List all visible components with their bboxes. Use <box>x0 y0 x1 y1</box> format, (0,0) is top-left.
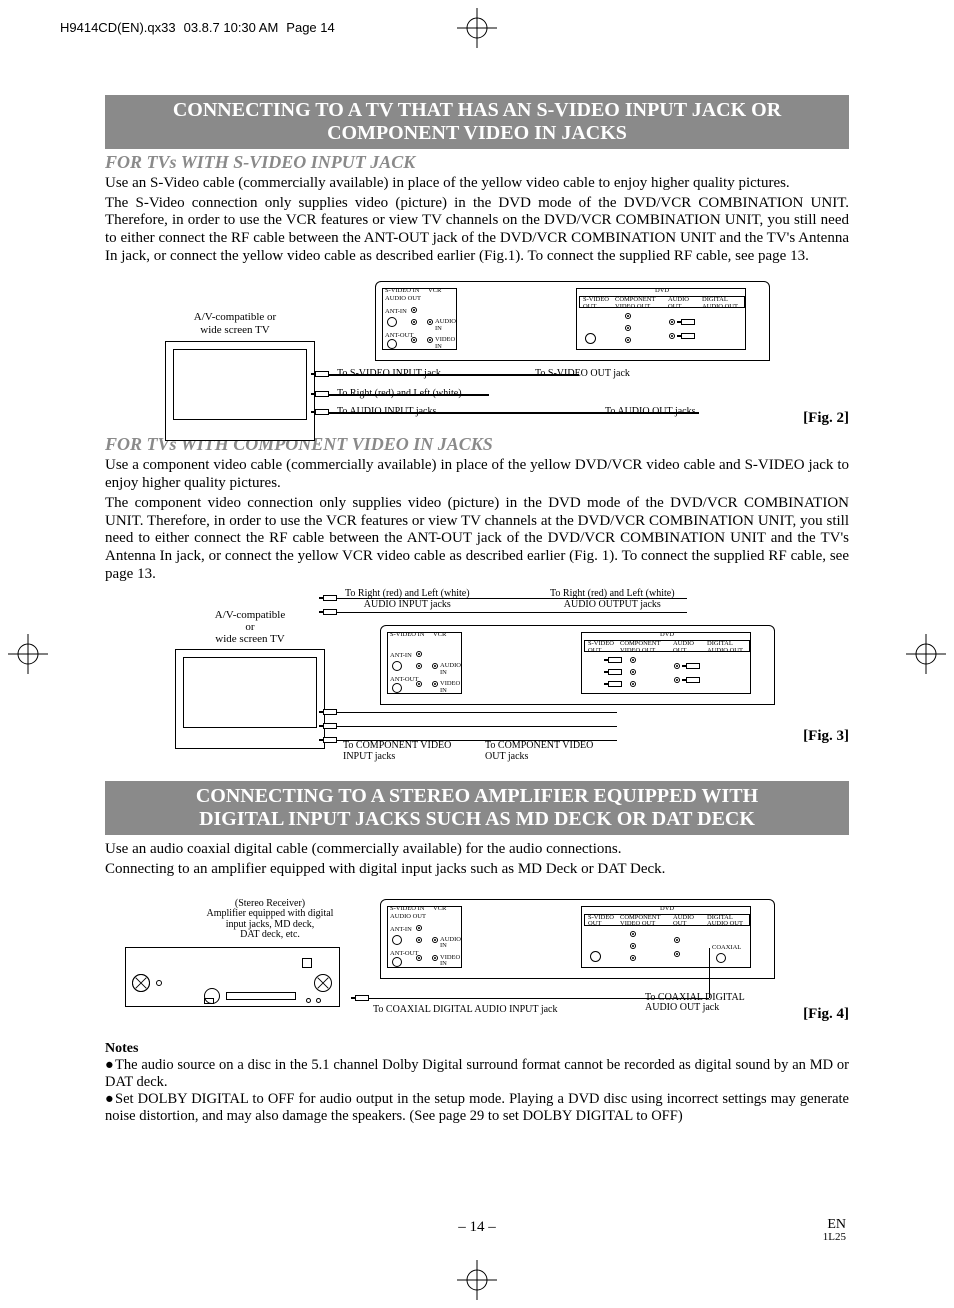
fig4-dig: DIGITAL AUDIO OUT <box>707 915 743 928</box>
fig2-unit: S-VIDEO IN VCR AUDIO OUT ANT-IN AUDIO IN… <box>375 281 770 361</box>
fig4-svout: S-VIDEO OUT <box>588 915 614 928</box>
figure-4: (Stereo Receiver) Amplifier equipped wit… <box>105 885 849 1035</box>
fig4-unit: S-VIDEO IN VCR AUDIO OUT ANT-IN AUDIO IN… <box>380 899 775 979</box>
section2-title: CONNECTING TO A STEREO AMPLIFIER EQUIPPE… <box>105 781 849 835</box>
fig2-aoutsm: AUDIO OUT <box>385 296 421 303</box>
note-2-text: Set DOLBY DIGITAL to OFF for audio outpu… <box>105 1091 849 1124</box>
fig3-svin: S-VIDEO IN <box>390 632 424 639</box>
footer-en: EN <box>823 1218 846 1233</box>
note-1: ●The audio source on a disc in the 5.1 c… <box>105 1057 849 1091</box>
fig2-svout: S-VIDEO OUT <box>583 297 609 310</box>
fig2-vcr: VCR <box>428 288 441 295</box>
fig3-dig: DIGITAL AUDIO OUT <box>707 641 743 654</box>
section1-title: CONNECTING TO A TV THAT HAS AN S-VIDEO I… <box>105 95 849 149</box>
print-header: H9414CD(EN).qx33 03.8.7 10:30 AM Page 14 <box>60 20 335 35</box>
fig2-svin: S-VIDEO IN <box>385 288 419 295</box>
sub2-para1: Use a component video cable (commerciall… <box>105 457 849 492</box>
fig4-aoutsm: AUDIO OUT <box>390 914 426 921</box>
fig4-svin: S-VIDEO IN <box>390 906 424 913</box>
fig3-aout: AUDIO OUT <box>673 641 694 654</box>
fig2-antin: ANT-IN <box>385 309 407 316</box>
print-page: Page 14 <box>286 20 334 35</box>
sec2-para2: Connecting to an amplifier equipped with… <box>105 861 849 879</box>
page-content: CONNECTING TO A TV THAT HAS AN S-VIDEO I… <box>105 95 849 1125</box>
fig2-tv-screen <box>173 349 307 420</box>
fig2-tv <box>165 341 315 441</box>
fig4-vcr: VCR <box>433 906 446 913</box>
fig3-vcr: VCR <box>433 632 446 639</box>
fig3-comp-in: To COMPONENT VIDEO INPUT jacks <box>343 741 451 762</box>
figure-2: A/V-compatible or wide screen TV S-VIDEO… <box>105 271 849 431</box>
fig3-dvd: DVD <box>660 632 674 639</box>
fig4-amp-label: (Stereo Receiver) Amplifier equipped wit… <box>190 899 350 941</box>
fig4-amp <box>125 947 340 1007</box>
sub1-para2: The S-Video connection only supplies vid… <box>105 195 849 266</box>
fig2-caption: [Fig. 2] <box>803 410 849 427</box>
note-2: ●Set DOLBY DIGITAL to OFF for audio outp… <box>105 1091 849 1125</box>
fig4-antout: ANT-OUT <box>390 951 418 958</box>
sub1-para1: Use an S-Video cable (commercially avail… <box>105 175 849 193</box>
fig2-dig: DIGITAL AUDIO OUT <box>702 297 738 310</box>
fig3-videoin: VIDEO IN <box>440 681 461 694</box>
fig3-rl-out: To Right (red) and Left (white) AUDIO OU… <box>550 589 675 610</box>
crop-mark-right <box>906 634 946 674</box>
fig4-antin: ANT-IN <box>390 927 412 934</box>
section2-title-l1: CONNECTING TO A STEREO AMPLIFIER EQUIPPE… <box>113 785 841 808</box>
fig2-videoin: VIDEO IN <box>435 337 456 350</box>
sub2-para2: The component video connection only supp… <box>105 495 849 583</box>
fig4-to-in: To COAXIAL DIGITAL AUDIO INPUT jack <box>373 1005 558 1016</box>
sec2-para1: Use an audio coaxial digital cable (comm… <box>105 841 849 859</box>
fig2-dvd: DVD <box>655 288 669 295</box>
fig3-unit: S-VIDEO IN VCR ANT-IN AUDIO IN ANT-OUT V… <box>380 625 775 705</box>
fig3-tv <box>175 649 325 749</box>
fig4-dvd: DVD <box>660 906 674 913</box>
fig3-audioin: AUDIO IN <box>440 663 461 676</box>
fig2-comp: COMPONENT VIDEO OUT <box>615 297 655 310</box>
section1-title-l1: CONNECTING TO A TV THAT HAS AN S-VIDEO I… <box>113 99 841 122</box>
print-timestamp: 03.8.7 10:30 AM <box>184 20 279 35</box>
fig2-tv-label-text: A/V-compatible or wide screen TV <box>194 311 276 335</box>
section2-title-l2: DIGITAL INPUT JACKS SUCH AS MD DECK OR D… <box>113 808 841 831</box>
fig2-audioin: AUDIO IN <box>435 319 456 332</box>
crop-mark-top <box>457 8 497 48</box>
print-file: H9414CD(EN).qx33 <box>60 20 176 35</box>
section1-title-l2: COMPONENT VIDEO IN JACKS <box>113 122 841 145</box>
sub1-heading: FOR TVs WITH S-VIDEO INPUT JACK <box>105 152 849 173</box>
notes-heading: Notes <box>105 1041 849 1057</box>
fig2-aout: AUDIO OUT <box>668 297 689 310</box>
fig4-comp: COMPONENT VIDEO OUT <box>620 915 660 928</box>
fig2-tv-label: A/V-compatible or wide screen TV <box>175 311 295 335</box>
crop-mark-bottom <box>457 1260 497 1300</box>
fig4-videoin: VIDEO IN <box>440 955 461 968</box>
footer-right: EN 1L25 <box>823 1218 846 1244</box>
fig4-to-out: To COAXIAL DIGITAL AUDIO OUT jack <box>645 993 745 1014</box>
fig3-svout: S-VIDEO OUT <box>588 641 614 654</box>
page-number: – 14 – <box>458 1219 496 1236</box>
note-1-text: The audio source on a disc in the 5.1 ch… <box>105 1057 849 1090</box>
crop-mark-left <box>8 634 48 674</box>
footer-code: 1L25 <box>823 1232 846 1244</box>
fig3-comp: COMPONENT VIDEO OUT <box>620 641 660 654</box>
fig4-caption: [Fig. 4] <box>803 1006 849 1023</box>
fig3-tv-label: A/V-compatible or wide screen TV <box>195 609 305 645</box>
fig4-audioin: AUDIO IN <box>440 937 461 950</box>
fig4-coax: COAXIAL <box>712 945 741 952</box>
figure-3: To Right (red) and Left (white) AUDIO IN… <box>105 589 849 759</box>
fig4-aout: AUDIO OUT <box>673 915 694 928</box>
fig3-antin: ANT-IN <box>390 653 412 660</box>
fig3-rl-in: To Right (red) and Left (white) AUDIO IN… <box>345 589 470 610</box>
fig3-caption: [Fig. 3] <box>803 728 849 745</box>
fig3-tv-screen <box>183 657 317 728</box>
fig3-comp-out: To COMPONENT VIDEO OUT jacks <box>485 741 593 762</box>
